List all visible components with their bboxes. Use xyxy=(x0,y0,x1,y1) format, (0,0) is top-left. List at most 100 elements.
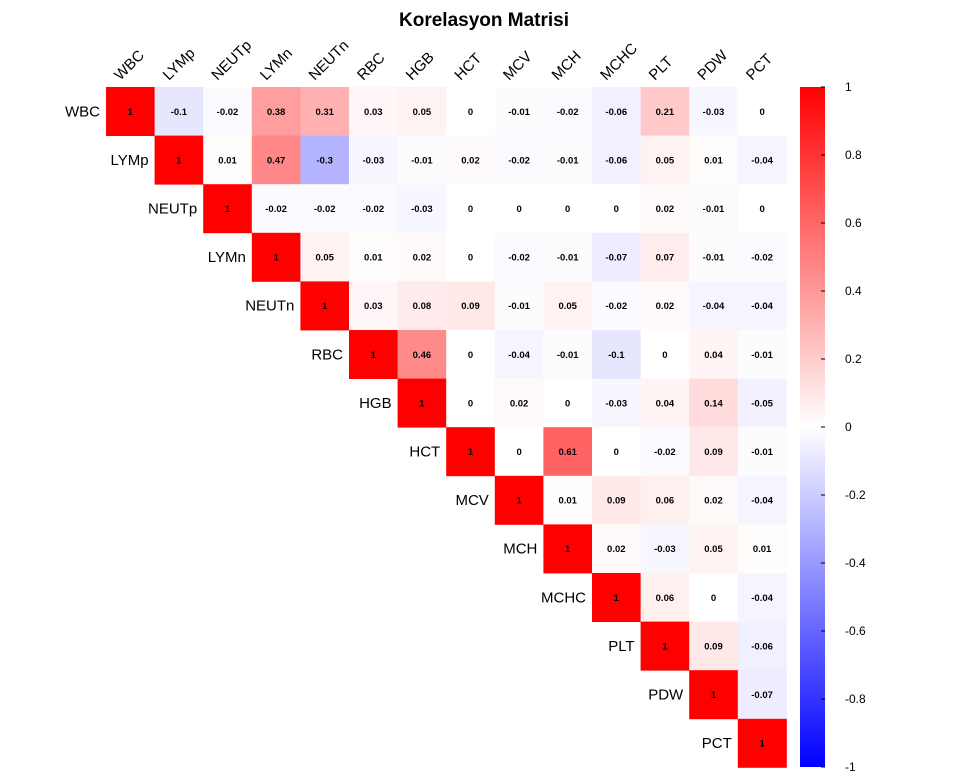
cell-value-LYMn-MCHC: -0.07 xyxy=(605,253,627,264)
heatmap-cell-WBC-MCH xyxy=(543,87,593,136)
heatmap-cell-HCT-PCT xyxy=(737,427,787,477)
cell-value-LYMp-HGB: -0.01 xyxy=(411,155,433,166)
heatmap-cell-WBC-PCT xyxy=(737,87,787,136)
heatmap-cell-NEUTp-RBC xyxy=(349,184,398,234)
cell-value-LYMn-PLT: 0.07 xyxy=(656,253,675,264)
heatmap-cell-LYMp-HCT xyxy=(446,135,496,185)
cell-value-RBC-HCT: 0 xyxy=(468,350,473,361)
heatmap-cell-NEUTn-HCT xyxy=(446,281,496,331)
heatmap-cell-MCV-MCHC xyxy=(592,475,641,525)
colorbar-ticks: 1 0.8 0.6 0.4 0.2 0 -0.2 -0.4 -0.6 -0.8 -1 xyxy=(821,80,866,774)
colorbar-tick-label: -0.8 xyxy=(845,692,866,706)
cell-value-NEUTn-MCHC: -0.02 xyxy=(605,301,627,312)
heatmap-cell-LYMn-HGB xyxy=(397,232,447,282)
heatmap-cell-PLT-PDW xyxy=(689,621,739,671)
heatmap-cell-PDW-PDW xyxy=(689,670,739,720)
colorbar-tick-label: 0.4 xyxy=(845,284,862,298)
heatmap-cell-WBC-WBC xyxy=(106,87,155,136)
cell-value-WBC-MCH: -0.02 xyxy=(557,107,579,118)
heatmap-cell-WBC-HGB xyxy=(397,87,447,136)
column-label-LYMp: LYMp xyxy=(160,45,199,84)
cell-value-WBC-LYMp: -0.1 xyxy=(171,107,188,118)
heatmap-cell-HGB-MCH xyxy=(543,378,593,428)
colorbar-tick-label: 1 xyxy=(845,80,852,94)
colorbar-tick-label: -1 xyxy=(845,760,856,774)
cell-value-LYMn-HGB: 0.02 xyxy=(413,253,432,264)
cell-value-LYMp-HCT: 0.02 xyxy=(461,155,480,166)
cell-value-MCV-MCV: 1 xyxy=(516,496,522,507)
heatmap-cell-LYMn-PLT xyxy=(640,232,690,282)
cell-value-NEUTp-PLT: 0.02 xyxy=(656,204,675,215)
heatmap-cell-MCV-PDW xyxy=(689,475,739,525)
column-label-LYMn: LYMn xyxy=(257,45,296,84)
heatmap-cell-NEUTp-PCT xyxy=(737,184,787,234)
cell-value-WBC-MCHC: -0.06 xyxy=(605,107,627,118)
row-label-NEUTn: NEUTn xyxy=(245,298,294,315)
heatmap-cell-NEUTn-HGB xyxy=(397,281,447,331)
row-label-NEUTp: NEUTp xyxy=(148,201,197,218)
cell-value-HGB-PLT: 0.04 xyxy=(656,398,675,409)
row-label-PLT: PLT xyxy=(608,638,634,655)
heatmap-cell-HGB-PLT xyxy=(640,378,690,428)
cell-value-NEUTp-MCHC: 0 xyxy=(614,204,619,215)
heatmap-cell-NEUTn-MCH xyxy=(543,281,593,331)
cell-value-PLT-PDW: 0.09 xyxy=(704,641,723,652)
cell-value-LYMn-RBC: 0.01 xyxy=(364,253,383,264)
cell-value-LYMp-MCH: -0.01 xyxy=(557,155,579,166)
heatmap-cell-LYMp-MCV xyxy=(494,135,544,185)
colorbar-tick-label: 0.8 xyxy=(845,148,862,162)
heatmap-cell-LYMp-HGB xyxy=(397,135,447,185)
cell-value-HGB-MCV: 0.02 xyxy=(510,398,529,409)
colorbar-tick-label: 0.6 xyxy=(845,216,862,230)
heatmap-cell-WBC-NEUTn xyxy=(300,87,350,136)
cell-value-HGB-MCHC: -0.03 xyxy=(605,398,627,409)
heatmap-cell-RBC-RBC xyxy=(349,330,398,379)
column-label-RBC: RBC xyxy=(354,49,389,84)
heatmap-cell-NEUTp-NEUTp xyxy=(203,184,253,234)
cell-value-RBC-PLT: 0 xyxy=(662,350,667,361)
cell-value-MCHC-MCHC: 1 xyxy=(614,593,620,604)
row-label-HCT: HCT xyxy=(409,444,440,461)
cell-value-LYMn-PCT: -0.02 xyxy=(751,253,773,264)
heatmap-cell-NEUTn-PLT xyxy=(640,281,690,331)
cell-value-LYMn-PDW: -0.01 xyxy=(703,253,725,264)
heatmap-cell-HGB-PDW xyxy=(689,378,739,428)
heatmap-cell-HGB-MCV xyxy=(494,378,544,428)
cell-value-HCT-PLT: -0.02 xyxy=(654,447,676,458)
heatmap-cell-HGB-HCT xyxy=(446,378,496,428)
cell-value-PDW-PDW: 1 xyxy=(711,690,717,701)
cell-value-RBC-PDW: 0.04 xyxy=(704,350,723,361)
cell-value-LYMp-NEUTn: -0.3 xyxy=(317,155,333,166)
cell-value-NEUTp-MCH: 0 xyxy=(565,204,570,215)
cell-value-LYMp-MCV: -0.02 xyxy=(508,155,530,166)
heatmap-cell-NEUTp-NEUTn xyxy=(300,184,350,234)
cell-value-NEUTn-MCH: 0.05 xyxy=(558,301,577,312)
cell-value-HGB-HGB: 1 xyxy=(419,398,425,409)
cell-value-MCHC-PCT: -0.04 xyxy=(751,593,773,604)
heatmap-cell-LYMn-HCT xyxy=(446,232,496,282)
cell-value-MCHC-PLT: 0.06 xyxy=(656,593,675,604)
cell-value-NEUTp-HGB: -0.03 xyxy=(411,204,433,215)
cell-value-LYMn-LYMn: 1 xyxy=(273,253,279,264)
cell-value-WBC-MCV: -0.01 xyxy=(508,107,530,118)
cell-value-LYMp-RBC: -0.03 xyxy=(362,155,384,166)
cell-value-PLT-PLT: 1 xyxy=(662,641,668,652)
heatmap-cell-WBC-NEUTp xyxy=(203,87,253,136)
cell-value-HGB-MCH: 0 xyxy=(565,398,570,409)
heatmap-cell-PDW-PCT xyxy=(737,670,787,720)
cell-value-MCHC-PDW: 0 xyxy=(711,593,716,604)
cell-value-WBC-PCT: 0 xyxy=(759,107,764,118)
heatmap-cell-PLT-PCT xyxy=(737,621,787,671)
heatmap-cell-LYMp-RBC xyxy=(349,135,398,185)
heatmap-cell-WBC-LYMn xyxy=(251,87,301,136)
column-label-HCT: HCT xyxy=(451,50,485,84)
heatmap-cell-WBC-RBC xyxy=(349,87,398,136)
heatmap-cell-MCV-MCH xyxy=(543,475,593,525)
heatmap-cell-RBC-PLT xyxy=(640,330,690,379)
cell-value-WBC-NEUTp: -0.02 xyxy=(217,107,239,118)
column-labels: WBC LYMp NEUTp LYMn NEUTn RBC HGB HCT MCV MCH MCHC… xyxy=(111,37,776,84)
heatmap-cell-LYMp-NEUTn xyxy=(300,135,350,185)
cell-value-NEUTp-RBC: -0.02 xyxy=(362,204,384,215)
heatmap-cell-LYMn-LYMn xyxy=(251,232,301,282)
